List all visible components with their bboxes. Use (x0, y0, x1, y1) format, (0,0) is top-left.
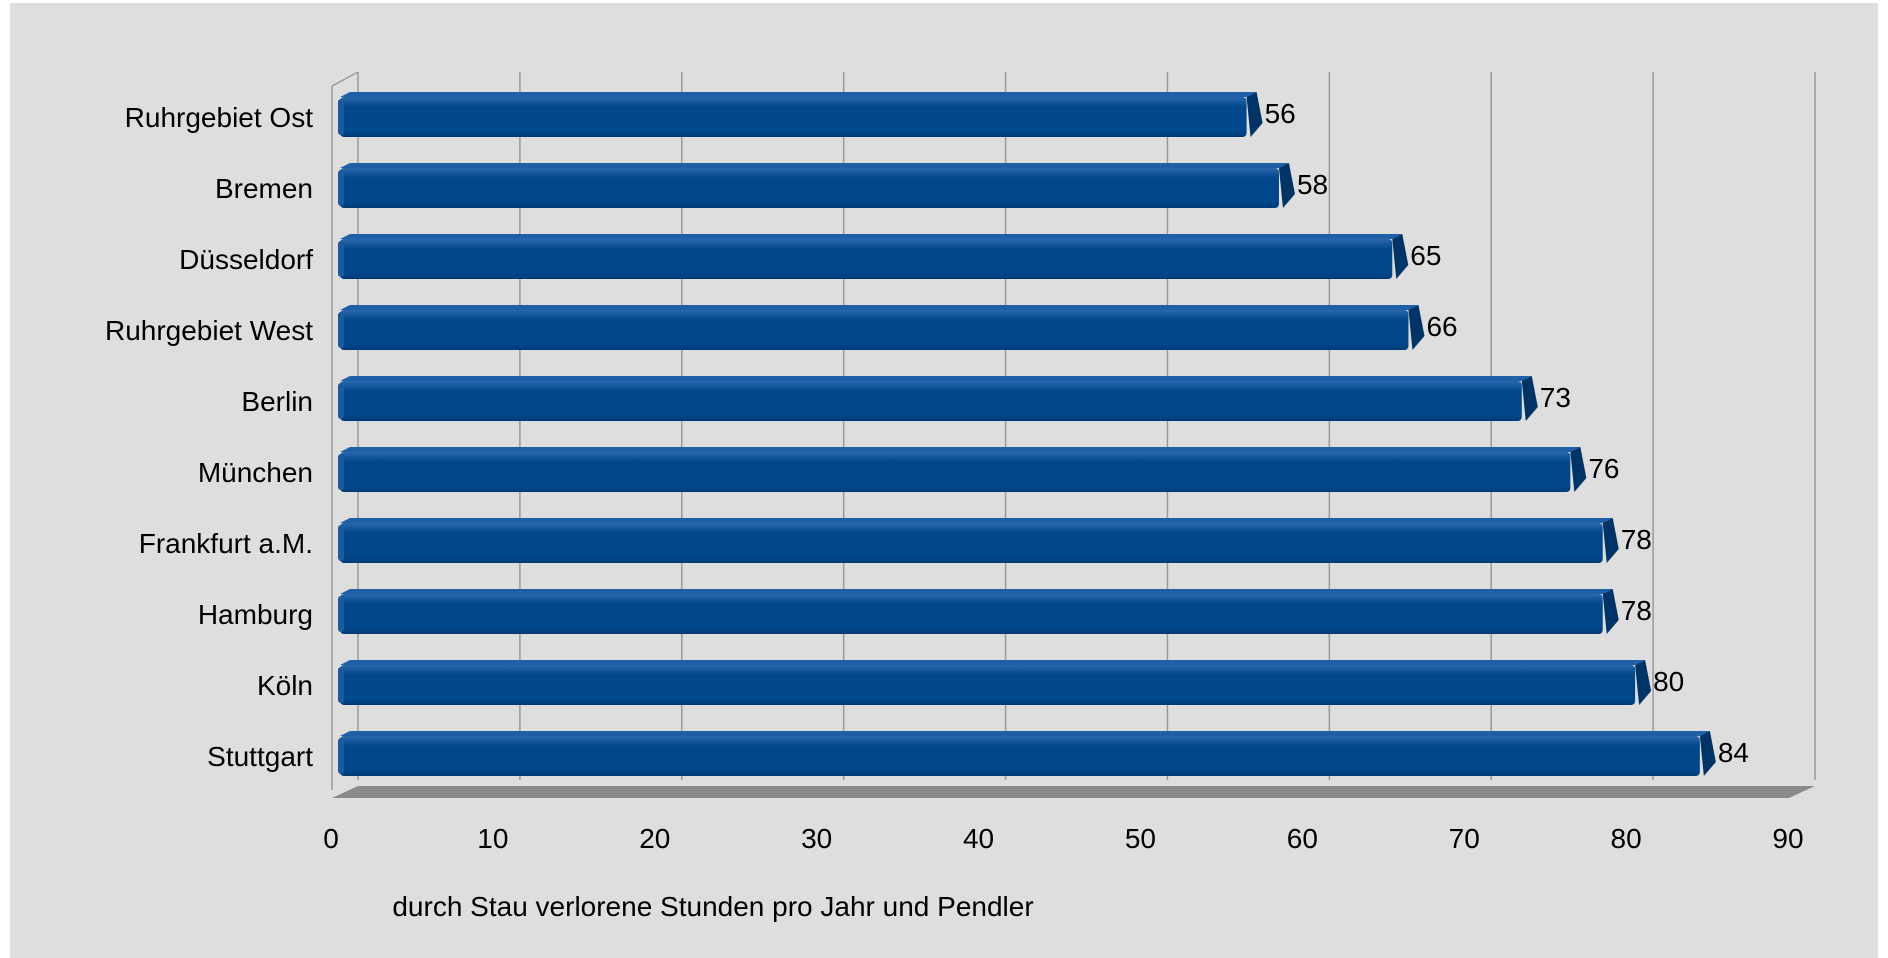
bar (338, 305, 1425, 350)
x-tick-label: 70 (1449, 823, 1480, 854)
x-tick-label: 90 (1772, 823, 1803, 854)
category-label: Bremen (215, 173, 313, 204)
value-label: 66 (1426, 311, 1457, 342)
bar-front-face (340, 239, 1393, 279)
bar-front-face (340, 381, 1522, 421)
x-tick-label: 0 (323, 823, 339, 854)
bar (338, 660, 1652, 705)
category-label: Frankfurt a.M. (139, 528, 313, 559)
bar-front-face (340, 310, 1409, 350)
bar-left-cap (338, 99, 344, 135)
x-tick-label: 30 (801, 823, 832, 854)
category-label: Stuttgart (207, 741, 313, 772)
value-label: 73 (1540, 382, 1571, 413)
bar (338, 447, 1587, 492)
category-label: Köln (257, 670, 313, 701)
bar-end-face (1699, 731, 1716, 776)
chart-floor (332, 786, 1815, 798)
bar-left-cap (338, 454, 344, 490)
category-label: Ruhrgebiet Ost (125, 102, 314, 133)
bar-front-face (340, 594, 1603, 634)
bar-top-face (340, 163, 1289, 168)
value-label: 78 (1621, 524, 1652, 555)
bar-front-face (340, 97, 1247, 137)
bar (338, 376, 1538, 421)
value-label: 80 (1653, 666, 1684, 697)
bar-end-face (1521, 376, 1538, 421)
bar (338, 589, 1619, 634)
bar-left-cap (338, 383, 344, 419)
value-label: 56 (1265, 98, 1296, 129)
bar-front-face (340, 736, 1700, 776)
bar (338, 731, 1716, 776)
category-label: Berlin (241, 386, 313, 417)
bar-top-face (340, 376, 1532, 381)
bar-top-face (340, 92, 1257, 97)
category-label: München (198, 457, 313, 488)
x-tick-label: 10 (477, 823, 508, 854)
bar-end-face (1392, 234, 1409, 279)
category-labels: Ruhrgebiet Ost Bremen Düsseldorf Ruhrgebiet… (105, 102, 313, 772)
bar-left-cap (338, 170, 344, 206)
bars (338, 92, 1716, 776)
x-axis-title: durch Stau verlorene Stunden pro Jahr un… (392, 891, 1033, 922)
bar-front-face (340, 452, 1571, 492)
bar (338, 234, 1409, 279)
bar-top-face (340, 589, 1613, 594)
bar-left-cap (338, 738, 344, 774)
x-tick-labels: 0 10 20 30 40 50 60 70 80 90 (323, 823, 1803, 854)
bar-top-face (340, 447, 1581, 452)
bar-front-face (340, 665, 1636, 705)
bar-top-face (340, 234, 1403, 239)
value-label: 58 (1297, 169, 1328, 200)
x-tick-label: 20 (639, 823, 670, 854)
bar-top-face (340, 305, 1419, 310)
value-label: 78 (1621, 595, 1652, 626)
bar (338, 163, 1295, 208)
x-tick-label: 40 (963, 823, 994, 854)
value-label: 65 (1410, 240, 1441, 271)
x-tick-label: 60 (1287, 823, 1318, 854)
category-label: Düsseldorf (179, 244, 313, 275)
bar (338, 518, 1619, 563)
x-tick-label: 50 (1125, 823, 1156, 854)
floor-plane (332, 786, 1815, 798)
bar (338, 92, 1263, 137)
bar-end-face (1602, 518, 1619, 563)
side-wall-edge (331, 71, 359, 87)
bar-left-cap (338, 241, 344, 277)
bar-left-cap (338, 596, 344, 632)
x-tick-label: 80 (1611, 823, 1642, 854)
bar-front-face (340, 168, 1279, 208)
value-label: 76 (1588, 453, 1619, 484)
value-labels: 56 58 65 66 73 76 78 78 80 84 (1265, 98, 1749, 768)
value-label: 84 (1718, 737, 1749, 768)
category-label: Hamburg (198, 599, 313, 630)
bar-left-cap (338, 525, 344, 561)
bar-left-cap (338, 667, 344, 703)
bar-top-face (340, 731, 1710, 736)
category-label: Ruhrgebiet West (105, 315, 313, 346)
bar-end-face (1408, 305, 1425, 350)
bar-end-face (1278, 163, 1295, 208)
bar-end-face (1635, 660, 1652, 705)
bar-left-cap (338, 312, 344, 348)
bar-end-face (1602, 589, 1619, 634)
bar-top-face (340, 518, 1613, 523)
bar-front-face (340, 523, 1603, 563)
bar-end-face (1570, 447, 1587, 492)
bar-top-face (340, 660, 1646, 665)
bar-end-face (1246, 92, 1263, 137)
